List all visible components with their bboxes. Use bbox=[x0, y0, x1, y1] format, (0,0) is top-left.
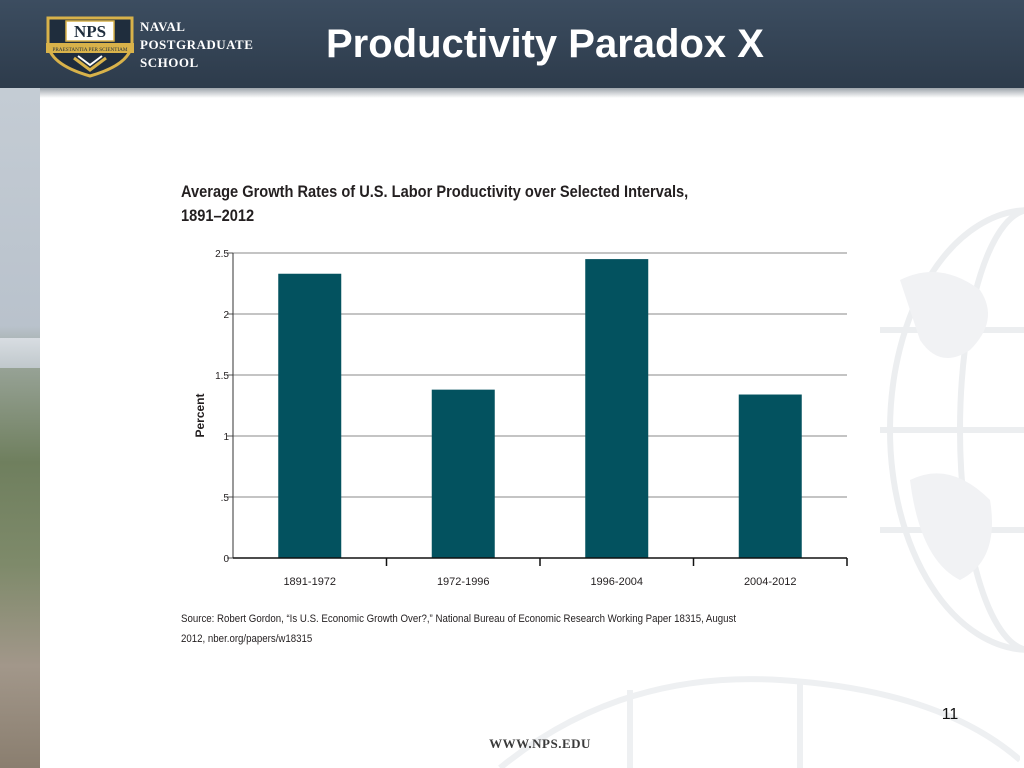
photo-sea-band bbox=[0, 338, 40, 368]
header-bar bbox=[0, 0, 1024, 88]
logo-line-naval: NAVAL bbox=[140, 19, 186, 34]
logo-wordmark: NAVAL POSTGRADUATE SCHOOL bbox=[140, 18, 253, 72]
globe-watermark-bottom bbox=[498, 676, 1020, 768]
y-axis-label: Percent bbox=[193, 393, 207, 437]
source-line-2: 2012, nber.org/papers/w18315 bbox=[181, 633, 313, 645]
footer-url: WWW.NPS.EDU bbox=[489, 736, 591, 751]
header-shadow bbox=[0, 88, 1024, 98]
chart-title-line-1: Average Growth Rates of U.S. Labor Produ… bbox=[181, 182, 689, 201]
x-tick-label-3: 2004-2012 bbox=[744, 576, 797, 588]
y-tick-label-2: 1 bbox=[223, 432, 229, 443]
bar-chart: 0 .5 1 1.5 2 2.5 1891-1972 1972-1996 1996-2004 20… bbox=[193, 249, 848, 588]
axes: 0 .5 1 1.5 2 2.5 1891-1972 1972-1996 1996-2004 20… bbox=[215, 249, 848, 588]
chart-title: Average Growth Rates of U.S. Labor Produ… bbox=[181, 180, 749, 228]
x-tick-label-0: 1891-1972 bbox=[283, 576, 336, 588]
y-tick-label-5: 2.5 bbox=[215, 249, 229, 260]
bar-2004-2012 bbox=[738, 394, 802, 558]
chart-title-line-2: 1891–2012 bbox=[181, 206, 255, 225]
source-line-1: Source: Robert Gordon, “Is U.S. Economic… bbox=[181, 613, 737, 625]
logo-motto-text: PRAESTANTIA PER SCIENTIAM bbox=[52, 47, 127, 53]
y-tick-label-0: 0 bbox=[223, 554, 229, 565]
y-tick-label-1: .5 bbox=[221, 493, 230, 504]
logo-line-school: SCHOOL bbox=[140, 55, 199, 70]
y-tick-label-3: 1.5 bbox=[215, 371, 229, 382]
bar-1891-1972 bbox=[278, 273, 342, 558]
slide-title: Productivity Paradox X bbox=[326, 22, 764, 66]
logo-badge-text: NPS bbox=[74, 22, 106, 41]
bars bbox=[278, 259, 802, 558]
bar-1996-2004 bbox=[585, 259, 649, 558]
campus-photo-strip bbox=[0, 88, 40, 768]
page-number: 11 bbox=[941, 706, 959, 723]
x-tick-label-1: 1972-1996 bbox=[437, 576, 490, 588]
globe-watermark bbox=[880, 207, 1024, 653]
y-tick-label-4: 2 bbox=[223, 310, 229, 321]
bar-1972-1996 bbox=[431, 389, 495, 558]
logo-line-postgraduate: POSTGRADUATE bbox=[140, 37, 254, 52]
chart-source-note: Source: Robert Gordon, “Is U.S. Economic… bbox=[181, 609, 850, 649]
nps-shield-logo: NPS PRAESTANTIA PER SCIENTIAM bbox=[46, 16, 134, 78]
x-tick-label-2: 1996-2004 bbox=[590, 576, 643, 588]
